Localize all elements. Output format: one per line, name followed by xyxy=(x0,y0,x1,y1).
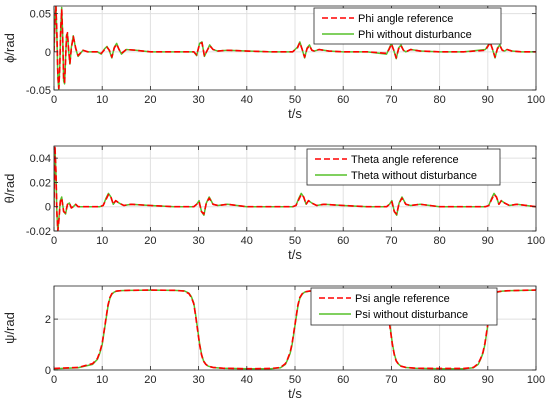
phi-xtick-label-5: 50 xyxy=(289,94,301,106)
psi-xtick-label-0: 0 xyxy=(51,374,57,386)
psi-xtick-label-1: 10 xyxy=(96,374,108,386)
phi-xaxis-label: t/s xyxy=(288,106,302,121)
phi-panel: 0 10 20 30 40 50 60 70 80 90 100-0.0500.05t/sϕ/rad… xyxy=(2,5,545,121)
psi-xtick-label-3: 30 xyxy=(192,374,204,386)
phi-yaxis-label: ϕ/rad xyxy=(2,33,17,63)
psi-xtick-label-10: 100 xyxy=(527,374,545,386)
psi-xtick-label-8: 80 xyxy=(433,374,445,386)
psi-legend: Psi angle reference Psi without disturban… xyxy=(310,287,498,326)
psi-legend-box xyxy=(310,287,498,326)
phi-xtick-label-8: 80 xyxy=(433,94,445,106)
phi-legend: Phi angle reference Phi without disturban… xyxy=(313,7,502,45)
phi-legend-label-2: Phi without disturbance xyxy=(358,29,472,41)
theta-xtick-label-9: 90 xyxy=(482,235,494,247)
phi-series-line-1 xyxy=(54,6,536,90)
psi-ytick-label-1: 2 xyxy=(45,314,51,326)
psi-series-line-1 xyxy=(54,289,536,370)
theta-xtick-label-10: 100 xyxy=(527,235,545,247)
psi-panel: 0 10 20 30 40 50 60 70 80 90 100 0 2 t/s ψ/rad Psi angl… xyxy=(2,285,545,401)
theta-ytick-label-2: 0.02 xyxy=(30,177,51,189)
psi-xaxis-label: t/s xyxy=(288,386,302,401)
theta-xtick-label-2: 20 xyxy=(144,235,156,247)
theta-xtick-label-5: 50 xyxy=(289,235,301,247)
phi-xtick-label-4: 40 xyxy=(241,94,253,106)
phi-ytick-label-0: -0.05 xyxy=(26,85,51,97)
phi-xtick-label-6: 60 xyxy=(337,94,349,106)
theta-legend-label-2: Theta without disturbance xyxy=(351,170,477,182)
theta-xtick-label-3: 30 xyxy=(192,235,204,247)
theta-ytick-label-0: -0.02 xyxy=(26,226,51,238)
psi-ytick-label-0: 0 xyxy=(45,365,51,377)
theta-legend: Theta angle reference Theta without distu… xyxy=(306,148,501,186)
theta-xaxis-label: t/s xyxy=(288,247,302,262)
psi-xtick-label-9: 90 xyxy=(482,374,494,386)
theta-xtick-label-0: 0 xyxy=(51,235,57,247)
theta-series-line-1 xyxy=(54,146,536,231)
theta-xtick-label-4: 40 xyxy=(241,235,253,247)
theta-yaxis-label: θ/rad xyxy=(2,174,17,204)
phi-xtick-label-1: 10 xyxy=(96,94,108,106)
theta-ytick-label-1: 0 xyxy=(45,202,51,214)
psi-legend-label-1: Psi angle reference xyxy=(355,293,450,305)
phi-xtick-label-0: 0 xyxy=(51,94,57,106)
psi-xtick-label-7: 70 xyxy=(385,374,397,386)
phi-legend-box xyxy=(313,7,502,45)
phi-legend-label-1: Phi angle reference xyxy=(358,13,453,25)
theta-panel: 0 10 20 30 40 50 60 70 80 90 100-0.0200.020.04t/sθ… xyxy=(2,145,545,262)
psi-legend-label-2: Psi without disturbance xyxy=(355,309,468,321)
phi-ytick-label-1: 0 xyxy=(45,47,51,59)
phi-xtick-label-2: 20 xyxy=(144,94,156,106)
psi-yaxis-label: ψ/rad xyxy=(2,312,17,344)
phi-xtick-label-9: 90 xyxy=(482,94,494,106)
theta-xtick-label-7: 70 xyxy=(385,235,397,247)
theta-legend-box xyxy=(306,148,501,186)
theta-xtick-label-1: 10 xyxy=(96,235,108,247)
theta-xtick-label-8: 80 xyxy=(433,235,445,247)
psi-xtick-label-4: 40 xyxy=(241,374,253,386)
psi-xtick-label-2: 20 xyxy=(144,374,156,386)
phi-xtick-label-3: 30 xyxy=(192,94,204,106)
phi-ytick-label-2: 0.05 xyxy=(30,9,51,21)
psi-xtick-label-6: 60 xyxy=(337,374,349,386)
phi-xtick-label-7: 70 xyxy=(385,94,397,106)
theta-legend-label-1: Theta angle reference xyxy=(351,154,459,166)
theta-ytick-label-3: 0.04 xyxy=(30,153,51,165)
phi-xtick-label-10: 100 xyxy=(527,94,545,106)
theta-xtick-label-6: 60 xyxy=(337,235,349,247)
psi-xtick-label-5: 50 xyxy=(289,374,301,386)
